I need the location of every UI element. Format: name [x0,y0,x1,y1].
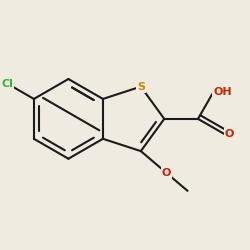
Text: O: O [162,168,171,178]
Text: OH: OH [213,87,232,97]
Text: Cl: Cl [2,78,13,88]
Text: S: S [137,82,145,92]
Text: O: O [225,129,234,139]
